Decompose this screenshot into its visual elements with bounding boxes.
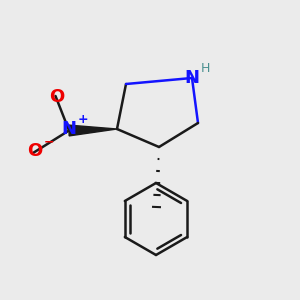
Text: H: H (201, 62, 210, 76)
Text: −: − (44, 135, 54, 148)
Text: +: + (77, 112, 88, 126)
Text: O: O (27, 142, 42, 160)
Text: O: O (50, 88, 64, 106)
Text: N: N (61, 120, 76, 138)
Text: N: N (184, 69, 200, 87)
Polygon shape (69, 125, 117, 136)
